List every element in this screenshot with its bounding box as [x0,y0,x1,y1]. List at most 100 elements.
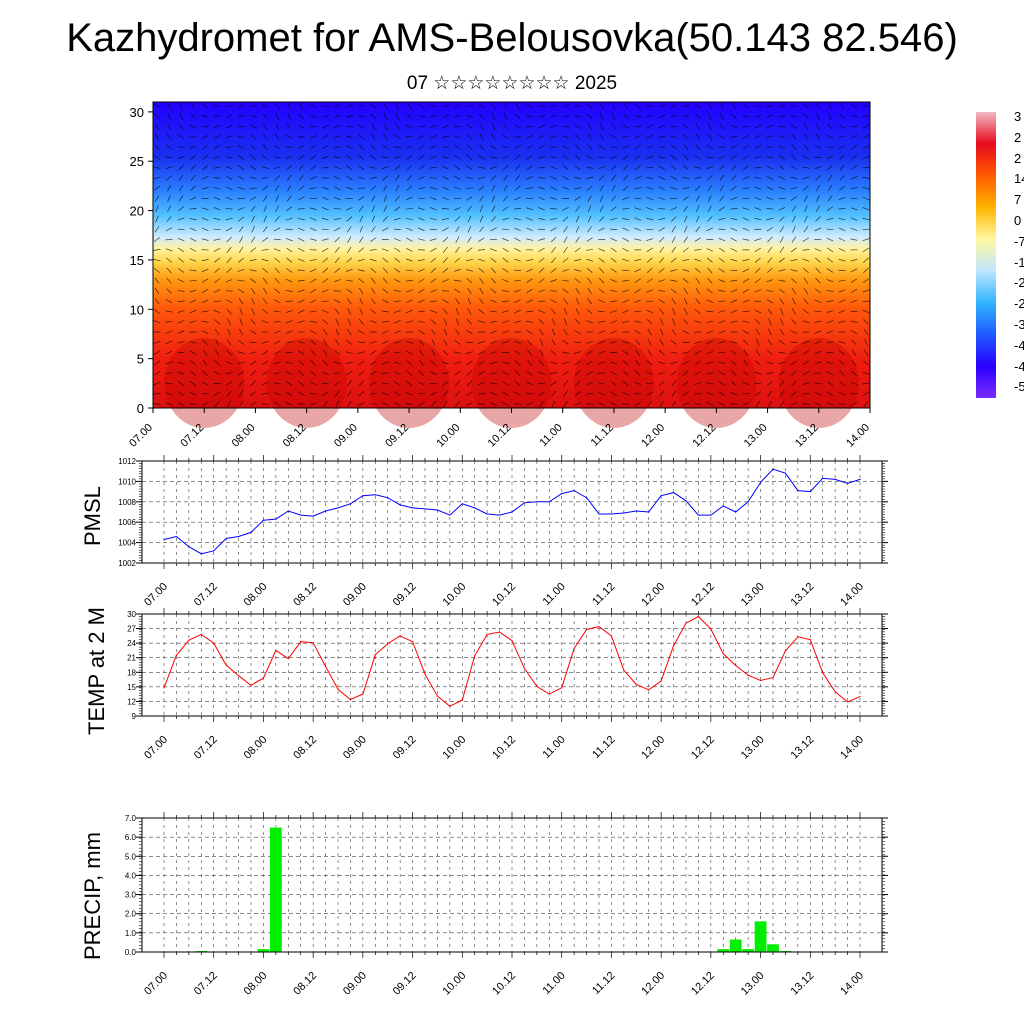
wind-barb [766,186,774,191]
wind-barb [491,185,496,192]
wind-barb [622,391,629,396]
wind-barb [322,391,329,396]
wind-barb [802,320,810,324]
wind-barb [658,361,666,365]
wind-barb [297,320,305,324]
wind-barb [731,113,737,119]
wind-barb [803,277,809,284]
wind-barb [803,267,809,273]
wind-barb [646,238,654,241]
wind-barb [394,381,401,386]
wind-barb [754,238,762,241]
wind-barb [285,310,293,313]
wind-barb [695,113,701,120]
wind-barb [178,123,184,130]
wind-barb [575,236,580,243]
wind-barb [165,320,173,323]
wind-barb [406,154,413,160]
wind-barb [489,156,497,159]
wind-barb [202,154,208,160]
wind-barb [321,289,329,293]
wind-barb [286,165,292,171]
wind-barb [634,144,641,150]
wind-barb [357,402,365,406]
wind-barb [562,145,569,150]
wind-barb [370,113,377,119]
wind-barb [298,175,304,181]
wind-barb [694,309,701,314]
wind-barb [251,215,255,223]
wind-barb [478,309,485,314]
wind-barb [321,166,329,169]
data-point [648,689,650,691]
wind-barb [165,166,173,170]
data-point [735,511,737,513]
wind-barb [202,359,208,366]
data-point [747,501,749,503]
wind-barb [478,185,485,191]
wind-barb [298,164,304,171]
wind-barb [394,206,401,212]
wind-barb [466,330,473,335]
colorbar-label: -4 [1014,358,1024,374]
wind-barb [659,339,664,346]
wind-barb [826,300,834,303]
data-point [175,535,178,538]
wind-barb [839,370,845,376]
wind-barb [670,269,678,272]
wind-barb [862,124,870,129]
wind-barb [670,257,677,263]
wind-barb [262,155,269,160]
wind-barb [273,227,281,232]
wind-barb [467,308,472,315]
wind-barb [225,381,233,386]
wind-barb [358,380,364,387]
wind-barb [827,164,833,171]
heatmap-xtick-label: 07.00 [127,422,155,450]
wind-barb [790,176,798,180]
wind-barb [213,207,221,211]
wind-barb [839,360,845,366]
wind-barb [202,165,209,171]
wind-barb [828,112,832,120]
wind-barb [850,299,858,303]
wind-barb [345,361,353,364]
wind-barb [345,135,353,138]
wind-barb [249,351,257,354]
wind-barb [382,288,389,294]
wind-barb [563,236,568,243]
wind-barb [285,237,293,242]
wind-barb [309,227,317,231]
wind-barb [719,112,724,120]
wind-barb [503,184,508,192]
wind-barb [275,123,279,130]
precip-bar [257,949,270,952]
wind-barb [466,247,473,253]
wind-barb [647,349,652,356]
wind-barb [310,339,316,346]
wind-barb [802,381,810,385]
wind-barb [575,318,581,325]
wind-barb [491,123,496,130]
wind-barb [694,176,702,180]
wind-barb [670,104,678,108]
wind-barb [526,259,534,262]
colorbar-label: 3 [1014,109,1022,124]
wind-barb [502,320,509,324]
wind-barb [538,186,545,190]
wind-barb [261,403,269,405]
wind-barb [586,176,594,180]
wind-barb [262,237,269,242]
wind-barb [574,134,581,140]
wind-barb [165,238,173,241]
wind-barb [237,279,245,282]
wind-barb [405,258,413,262]
wind-barb [347,328,352,336]
wind-barb [261,381,269,386]
wind-barb [670,288,677,294]
wind-barb [442,165,449,170]
heatmap-xtick-label: 13.00 [742,422,770,450]
wind-barb [622,370,629,376]
